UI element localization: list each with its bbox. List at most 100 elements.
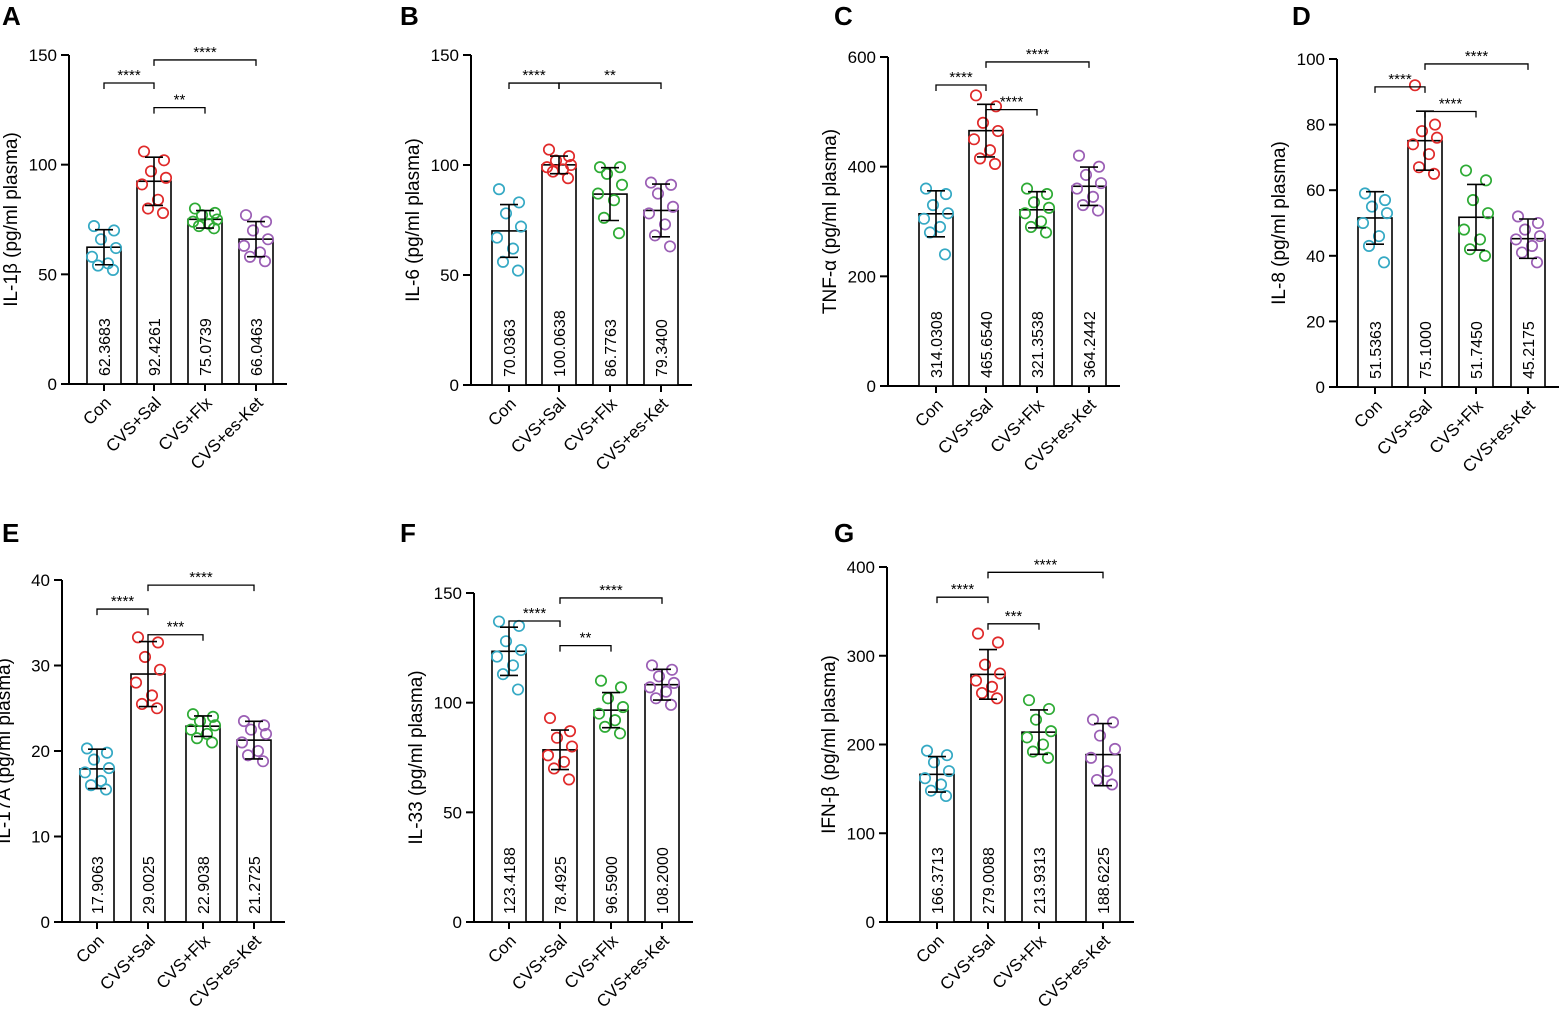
y-tick-label: 400 bbox=[847, 558, 875, 577]
data-point bbox=[663, 240, 677, 253]
data-point bbox=[1365, 200, 1379, 213]
data-point bbox=[131, 631, 145, 644]
y-tick-label: 150 bbox=[434, 584, 462, 603]
data-point bbox=[87, 220, 101, 233]
data-point bbox=[102, 762, 116, 775]
data-point bbox=[1530, 256, 1544, 269]
bar-value-label: 79.3400 bbox=[654, 319, 671, 377]
data-point bbox=[978, 658, 992, 671]
data-point bbox=[1427, 167, 1441, 180]
data-point bbox=[506, 659, 520, 672]
data-point bbox=[644, 176, 658, 189]
data-point bbox=[190, 732, 204, 745]
data-point bbox=[667, 676, 681, 689]
bar-value-label: 78.4925 bbox=[553, 856, 570, 914]
y-tick-label: 20 bbox=[1306, 312, 1325, 331]
y-tick-label: 30 bbox=[31, 657, 50, 676]
y-axis-title: IL-33 (pg/ml plasma) bbox=[406, 670, 427, 844]
data-point bbox=[1018, 207, 1032, 220]
panel-letter: D bbox=[1292, 1, 1311, 31]
data-point bbox=[1422, 148, 1436, 161]
panel-c: C 0 200 400 600 TNF-α (pg/ml plasma) 314.0308 C… bbox=[820, 1, 1120, 475]
data-point bbox=[563, 725, 577, 738]
bar-value-label: 70.0363 bbox=[502, 319, 519, 377]
data-point bbox=[1459, 164, 1473, 177]
significance-bracket bbox=[147, 634, 204, 641]
y-tick-label: 20 bbox=[31, 742, 50, 761]
data-point bbox=[80, 742, 94, 755]
data-point bbox=[1029, 713, 1043, 726]
significance-label: **** bbox=[949, 69, 973, 86]
y-tick-label: 150 bbox=[29, 46, 57, 65]
significance-label: ** bbox=[604, 67, 616, 84]
bar-value-label: 321.3538 bbox=[1030, 311, 1047, 378]
data-point bbox=[1377, 256, 1391, 269]
data-point bbox=[967, 133, 981, 146]
significance-label: ** bbox=[174, 92, 186, 109]
data-point bbox=[1027, 196, 1041, 209]
data-point bbox=[1106, 716, 1120, 729]
data-point bbox=[600, 167, 614, 180]
bar-con bbox=[918, 213, 954, 387]
bar-value-label: 66.0463 bbox=[249, 318, 266, 376]
data-point bbox=[499, 207, 513, 220]
data-point bbox=[976, 116, 990, 129]
y-tick-label: 60 bbox=[1306, 181, 1325, 200]
data-point bbox=[206, 710, 220, 723]
y-tick-label: 150 bbox=[431, 46, 459, 65]
data-point bbox=[1041, 751, 1055, 764]
panel-a: A 0 50 100 150 IL-1β (pg/ml plasma) 62.3683 Con… bbox=[1, 1, 287, 473]
data-point bbox=[941, 207, 955, 220]
data-point bbox=[91, 259, 105, 272]
data-point bbox=[939, 188, 953, 201]
y-tick-label: 200 bbox=[847, 736, 875, 755]
bar-cvs-flx bbox=[1021, 731, 1057, 923]
data-point bbox=[1042, 702, 1056, 716]
data-point bbox=[137, 145, 151, 158]
y-axis-title: IL-1β (pg/ml plasma) bbox=[1, 132, 22, 307]
significance-bracket bbox=[558, 82, 662, 90]
data-point bbox=[989, 100, 1003, 113]
data-point bbox=[157, 154, 171, 167]
data-point bbox=[94, 233, 108, 246]
data-point bbox=[542, 143, 556, 156]
y-tick-label: 0 bbox=[867, 377, 876, 396]
data-point bbox=[918, 772, 932, 785]
y-tick-label: 100 bbox=[1297, 50, 1325, 69]
significance-bracket bbox=[508, 620, 561, 627]
data-point bbox=[942, 765, 956, 778]
data-point bbox=[550, 731, 564, 744]
data-point bbox=[1072, 149, 1086, 162]
y-axis-title: TNF-α (pg/ml plasma) bbox=[820, 129, 841, 314]
bar-cvs-es-ket bbox=[1510, 237, 1546, 388]
significance-label: **** bbox=[117, 67, 141, 84]
data-point bbox=[1372, 230, 1386, 243]
data-point bbox=[1473, 233, 1487, 246]
data-point bbox=[261, 233, 275, 246]
x-category-label: Con bbox=[1350, 396, 1385, 431]
x-category-label: CVS+Sal bbox=[1373, 396, 1436, 459]
bar-cvs-flx bbox=[185, 725, 221, 923]
data-point bbox=[991, 124, 1005, 138]
data-point bbox=[1022, 694, 1036, 707]
bar-cvs-es-ket bbox=[644, 683, 680, 923]
data-point bbox=[920, 744, 934, 757]
y-tick-label: 600 bbox=[848, 48, 876, 67]
y-axis-title: IL-17A (pg/ml plasma) bbox=[0, 658, 15, 844]
significance-label: **** bbox=[1026, 46, 1050, 63]
data-point bbox=[541, 749, 555, 762]
data-point bbox=[1105, 778, 1119, 791]
data-point bbox=[109, 241, 123, 255]
data-point bbox=[1531, 216, 1545, 230]
data-point bbox=[1086, 713, 1100, 726]
significance-bracket bbox=[936, 596, 989, 604]
x-category-label: Con bbox=[484, 931, 519, 966]
data-point bbox=[1518, 223, 1532, 236]
data-point bbox=[919, 182, 933, 195]
significance-bracket bbox=[1424, 63, 1529, 70]
data-point bbox=[208, 206, 222, 219]
data-point bbox=[562, 773, 576, 786]
bar-cvs-es-ket bbox=[1071, 185, 1107, 387]
data-point bbox=[257, 719, 271, 732]
y-axis-title: IFN-β (pg/ml plasma) bbox=[819, 655, 840, 834]
